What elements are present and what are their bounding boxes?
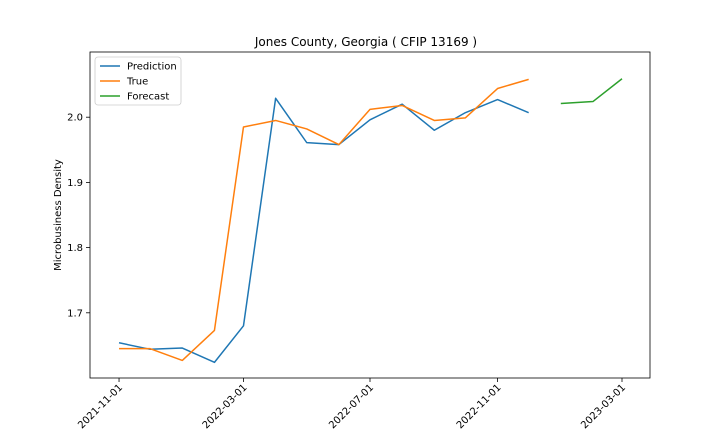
x-tick-label: 2023-03-01	[579, 382, 628, 431]
x-tick-label: 2021-11-01	[76, 382, 125, 431]
y-tick-label: 1.8	[67, 243, 83, 254]
y-axis-label: Microbusiness Density	[53, 159, 64, 271]
x-tick-label: 2022-11-01	[455, 382, 504, 431]
x-tick-label: 2022-03-01	[201, 382, 250, 431]
y-axis: 1.7 1.8 1.9 2.0	[67, 113, 90, 319]
legend-label: True	[126, 77, 148, 88]
series-layer	[118, 78, 623, 364]
series-line-forecast	[560, 78, 623, 105]
legend-label: Forecast	[127, 92, 169, 103]
legend-box	[94, 56, 182, 106]
x-axis: 2021-11-01 2022-03-01 2022-07-01 2022-11-01…	[76, 378, 628, 431]
y-tick-label: 1.9	[67, 178, 83, 189]
y-tick-label: 2.0	[67, 113, 83, 124]
chart-title: Jones County, Georgia ( CFIP 13169 )	[254, 35, 477, 49]
series-line-true	[119, 78, 529, 362]
legend: Prediction True Forecast	[94, 56, 182, 106]
x-tick-label: 2022-07-01	[327, 382, 376, 431]
legend-label: Prediction	[127, 62, 177, 73]
series-line-prediction	[118, 97, 529, 364]
y-tick-label: 1.7	[67, 308, 83, 319]
